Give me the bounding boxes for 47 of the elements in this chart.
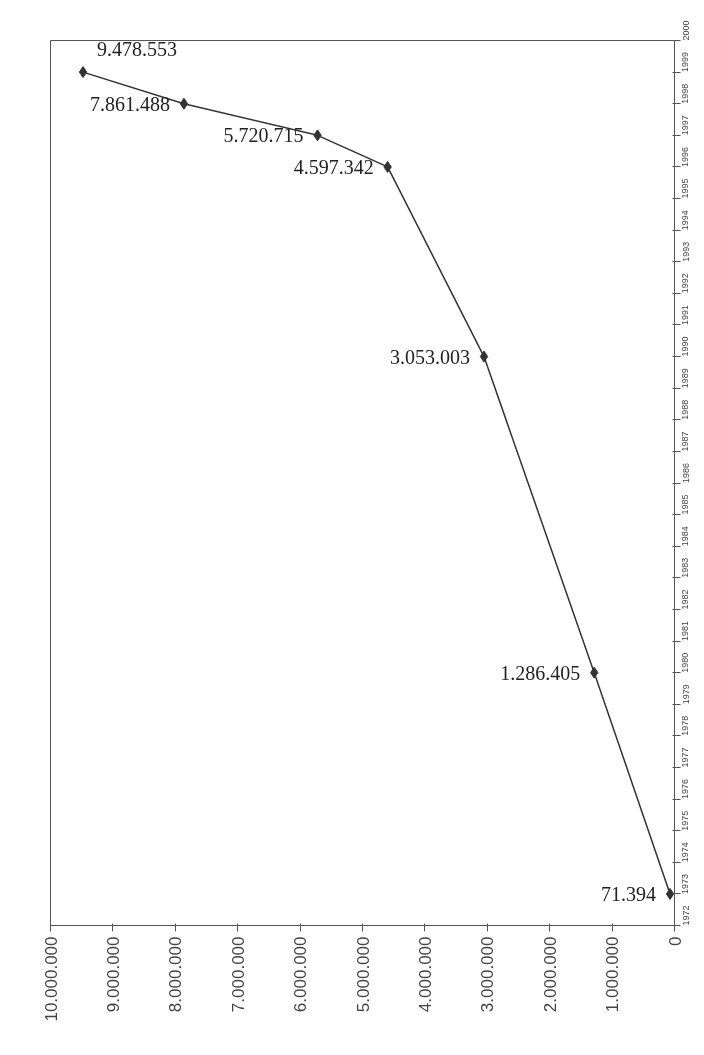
y-tick-label: 1997	[680, 115, 691, 136]
y-tick-label: 1974	[680, 842, 691, 863]
annotation: 7.861.488	[89, 92, 170, 115]
annotation: 71.394	[601, 882, 657, 905]
x-tick-label: 5.000.000	[353, 936, 373, 1013]
y-tick-label: 1992	[680, 273, 691, 294]
annotation: 1.286.405	[500, 661, 581, 684]
x-tick-label: 3.000.000	[478, 936, 498, 1013]
y-tick-label: 1989	[680, 368, 691, 389]
y-tick-label: 1988	[680, 399, 691, 420]
y-tick-label: 2000	[680, 20, 691, 41]
y-tick-label: 1993	[680, 241, 691, 262]
y-tick-label: 1990	[680, 336, 691, 357]
x-tick-label: 0	[665, 936, 685, 946]
y-tick-label: 1983	[680, 557, 691, 578]
y-tick-label: 1981	[680, 621, 691, 642]
x-tick-label: 1.000.000	[603, 936, 623, 1013]
y-tick-label: 1996	[680, 146, 691, 167]
x-tick-label: 6.000.000	[291, 936, 311, 1013]
annotation: 4.597.342	[293, 155, 374, 178]
y-tick-label: 1984	[680, 526, 691, 547]
x-tick-label: 9.000.000	[103, 936, 123, 1013]
y-tick-label: 1978	[680, 715, 691, 736]
annotation: 5.720.715	[223, 124, 304, 147]
y-tick-label: 1972	[680, 905, 691, 926]
y-tick-label: 1976	[680, 779, 691, 800]
y-tick-label: 1999	[680, 52, 691, 73]
y-tick-label: 1998	[680, 83, 691, 104]
x-tick-label: 10.000.000	[41, 936, 61, 1022]
y-tick-label: 1991	[680, 304, 691, 325]
y-tick-label: 1980	[680, 652, 691, 673]
y-tick-label: 1975	[680, 810, 691, 831]
x-tick-label: 4.000.000	[415, 936, 435, 1013]
annotation: 9.478.553	[97, 38, 178, 61]
y-tick-label: 1994	[680, 210, 691, 231]
y-tick-label: 1977	[680, 747, 691, 768]
y-tick-label: 1973	[680, 873, 691, 894]
x-tick-label: 7.000.000	[228, 936, 248, 1013]
annotation: 3.053.003	[389, 345, 470, 368]
y-tick-label: 1995	[680, 178, 691, 199]
y-tick-label: 1979	[680, 684, 691, 705]
y-tick-label: 1987	[680, 431, 691, 452]
x-tick-label: 8.000.000	[166, 936, 186, 1013]
y-tick-label: 1986	[680, 462, 691, 483]
y-tick-label: 1982	[680, 589, 691, 610]
x-tick-label: 2.000.000	[540, 936, 560, 1013]
y-tick-label: 1985	[680, 494, 691, 515]
